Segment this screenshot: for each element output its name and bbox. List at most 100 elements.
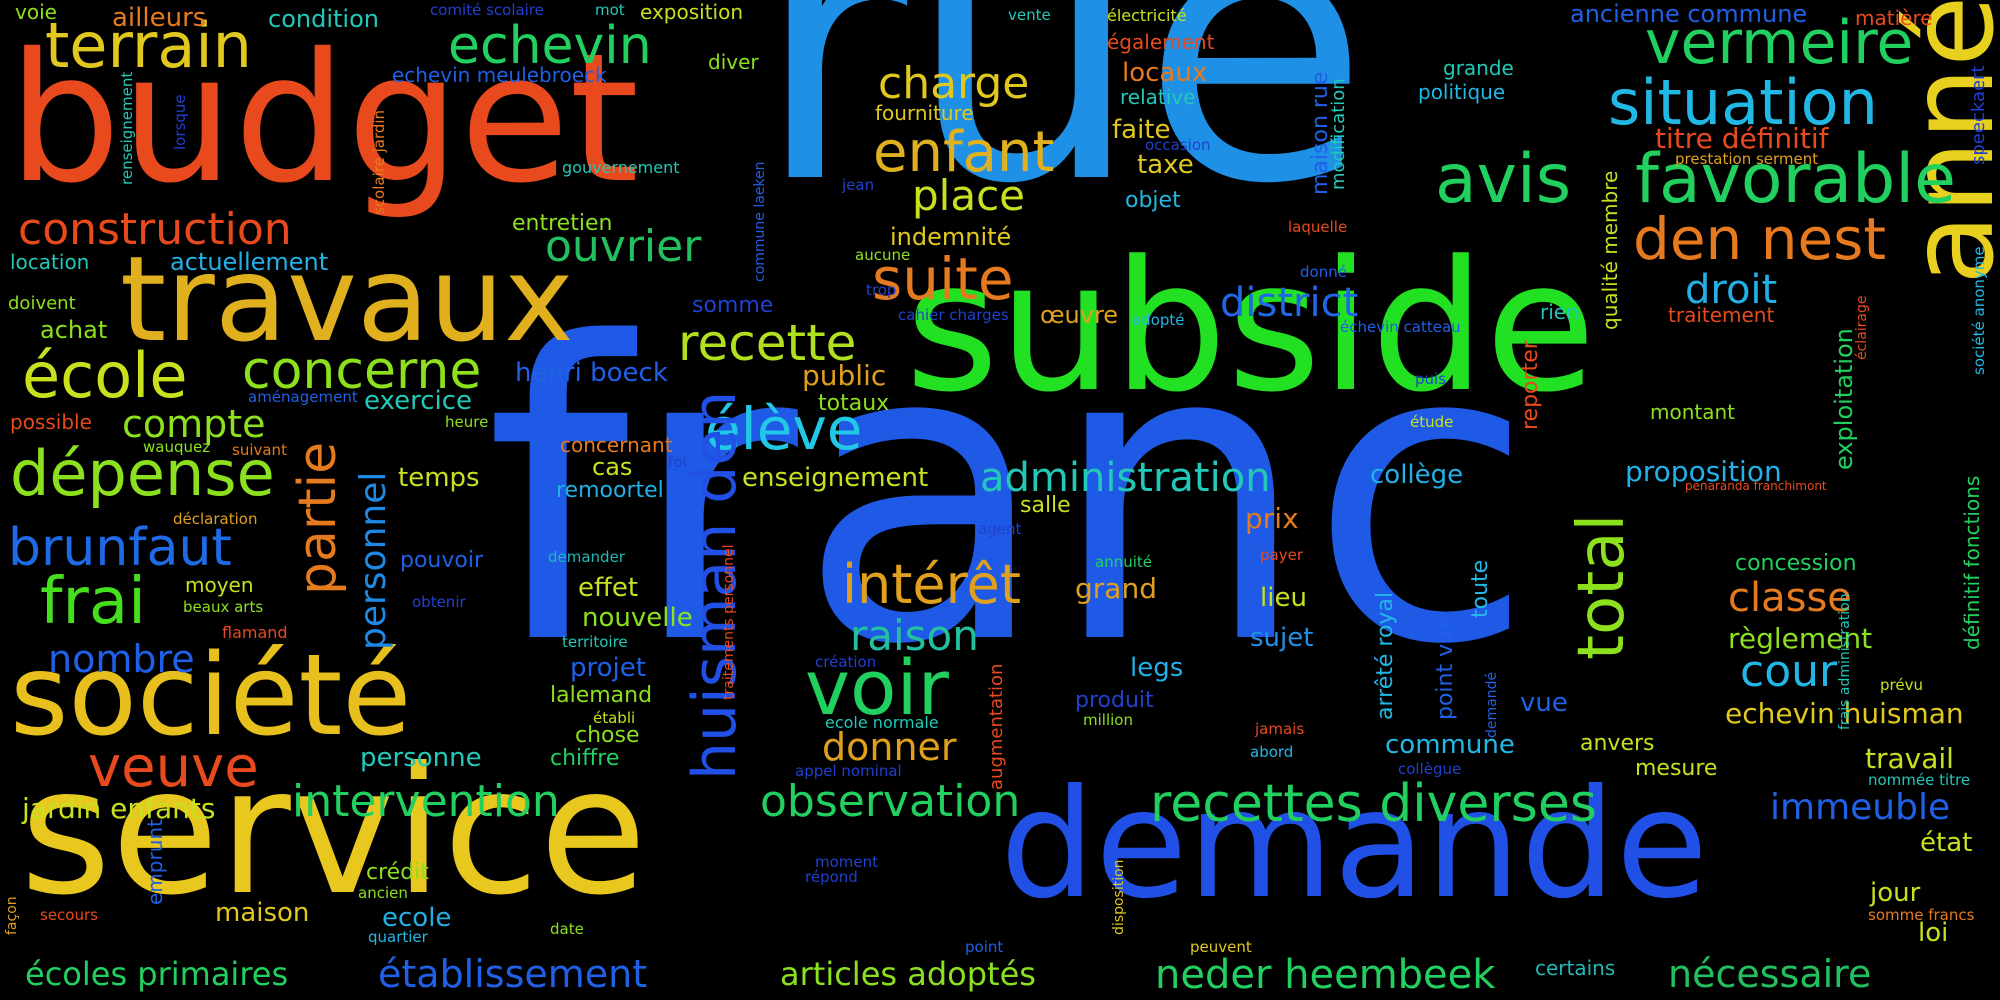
word-administration: administration: [980, 455, 1271, 501]
word-jardin-enfants: jardin enfants: [22, 792, 216, 825]
word-penaranda-franchimont: penaranda franchimont: [1685, 479, 1827, 493]
word-lorsque: lorsque: [171, 94, 189, 150]
word-prix: prix: [1245, 502, 1299, 535]
word-secours: secours: [40, 906, 98, 924]
word-echevin-catteau: échevin catteau: [1340, 318, 1461, 336]
word-date: date: [550, 920, 584, 938]
word-voie: voie: [15, 0, 57, 24]
word-territoire: territoire: [562, 633, 628, 651]
word-fourniture: fourniture: [875, 101, 974, 125]
word-classe: classe: [1728, 575, 1852, 621]
word-place: place: [912, 171, 1025, 220]
word-payer: payer: [1260, 546, 1303, 564]
word-ouvrier: ouvrier: [545, 221, 702, 272]
word-societe-anonyme: société anonyme: [1970, 246, 1988, 375]
word-enseignement: enseignement: [742, 463, 929, 493]
word-charge: charge: [878, 58, 1030, 109]
word-declaration: déclaration: [173, 510, 258, 528]
word-demande: demande: [1000, 758, 1709, 932]
word-creation: création: [815, 653, 877, 671]
word-trop: trop: [866, 281, 897, 299]
word-definitif-fonctions: définitif fonctions: [1960, 475, 1984, 650]
word-scolaire-jardin: scolaire jardin: [370, 109, 388, 215]
word-repond: répond: [805, 868, 858, 886]
word-travail: travail: [1865, 742, 1954, 775]
word-exercice: exercice: [364, 386, 473, 416]
word-immeuble: immeuble: [1770, 787, 1951, 828]
word-agent: agent: [978, 520, 1022, 538]
word-voir: voir: [805, 643, 949, 732]
word-district: district: [1220, 280, 1359, 326]
word-commune: commune: [1385, 730, 1515, 760]
word-occasion: occasion: [1145, 136, 1211, 154]
word-prestation-serment: prestation serment: [1675, 150, 1819, 168]
word-concession: concession: [1735, 551, 1857, 576]
word-diver: diver: [708, 50, 759, 74]
word-etude: étude: [1410, 413, 1454, 431]
word-concerne: concerne: [242, 341, 482, 401]
word-nombre: nombre: [48, 637, 195, 681]
word-den-nest: den nest: [1633, 205, 1887, 273]
word-franc: franc: [485, 256, 1535, 734]
word-disposition: disposition: [1111, 859, 1127, 935]
word-ecole-small: ecole: [382, 903, 452, 933]
word-point: point: [965, 938, 1004, 956]
word-compte: compte: [122, 402, 266, 446]
word-travaux: travaux: [120, 230, 574, 368]
word-traitement: traitement: [1668, 303, 1775, 327]
word-construction: construction: [18, 204, 292, 255]
word-exploitation: exploitation: [1830, 328, 1858, 470]
word-comite-scolaire: comité scolaire: [430, 1, 544, 19]
word-favorable: favorable: [1635, 140, 1956, 219]
word-rue: rue: [755, 0, 1370, 265]
word-donne: donné: [1300, 263, 1347, 281]
word-qualite-membre: qualité membre: [1598, 170, 1622, 330]
word-moyen: moyen: [185, 573, 254, 597]
word-legs: legs: [1130, 653, 1184, 683]
word-wauquez: wauquez: [143, 438, 211, 456]
word-sujet: sujet: [1250, 623, 1314, 653]
word-emprunt: emprunt: [143, 819, 167, 905]
word-ecole: école: [22, 339, 188, 412]
word-certains: certains: [1535, 956, 1616, 980]
word-grand: grand: [1075, 572, 1157, 605]
word-service: service: [20, 731, 647, 934]
word-vue: vue: [1520, 688, 1568, 718]
word-beaux-arts: beaux arts: [183, 598, 264, 616]
word-personnel: personnel: [353, 471, 394, 650]
word-gouvernement: gouvernement: [562, 158, 680, 177]
word-ancienne-commune: ancienne commune: [1570, 0, 1808, 28]
word-donner: donner: [822, 725, 957, 769]
word-brunfaut: brunfaut: [8, 518, 232, 578]
word-appel-nominal: appel nominal: [795, 762, 902, 780]
word-amenagement: aménagement: [248, 388, 358, 406]
word-grande: grande: [1443, 56, 1514, 80]
word-exposition: exposition: [640, 0, 744, 24]
word-ancien: ancien: [358, 884, 408, 902]
word-reporter: reporter: [1518, 340, 1543, 430]
word-location: location: [10, 250, 90, 274]
word-chiffre: chiffre: [550, 746, 620, 771]
word-budget: budget: [8, 15, 640, 222]
word-annuite: annuité: [1095, 553, 1152, 571]
word-raison: raison: [850, 611, 979, 660]
word-laquelle: laquelle: [1288, 218, 1348, 236]
word-modification: modification: [1328, 78, 1349, 190]
word-demander: demander: [548, 548, 625, 566]
word-cahier-charges: cahier charges: [898, 306, 1009, 324]
word-public: public: [802, 359, 887, 392]
word-moment: moment: [815, 853, 879, 871]
word-projet: projet: [570, 653, 646, 683]
word-observation: observation: [760, 776, 1021, 827]
word-rien: rien: [1540, 300, 1579, 324]
word-etat: état: [1920, 828, 1973, 858]
word-frai: frai: [40, 565, 146, 639]
word-prevu: prévu: [1880, 676, 1923, 694]
word-suivant: suivant: [232, 441, 287, 459]
word-foi: foi: [668, 453, 687, 471]
word-eclairage: éclairage: [1854, 295, 1870, 360]
word-adopte: adopté: [1132, 311, 1185, 329]
word-neder-heembeek: neder heembeek: [1155, 952, 1496, 998]
word-vente: vente: [1008, 6, 1051, 24]
